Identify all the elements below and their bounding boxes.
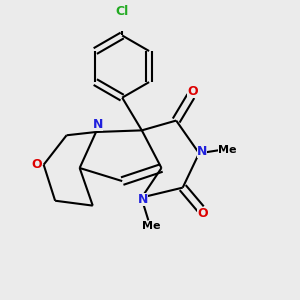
Text: O: O <box>31 158 42 171</box>
Text: Cl: Cl <box>116 5 129 18</box>
Text: N: N <box>196 145 207 158</box>
Text: N: N <box>93 118 103 131</box>
Text: Me: Me <box>142 221 161 231</box>
Text: O: O <box>197 207 208 220</box>
Text: N: N <box>138 193 148 206</box>
Text: Me: Me <box>218 145 237 155</box>
Text: O: O <box>187 85 198 98</box>
